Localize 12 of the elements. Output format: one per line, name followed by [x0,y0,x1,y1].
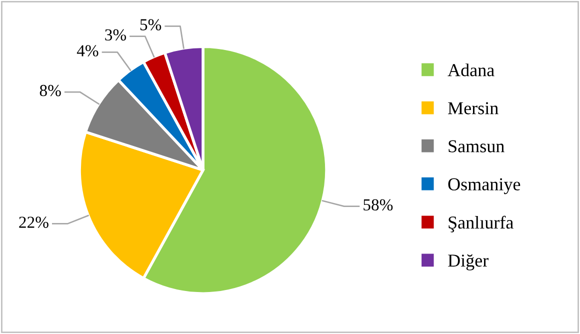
legend-label: Adana [448,64,494,76]
data-label: 8% [40,84,61,96]
legend-label: Mersin [448,102,498,114]
data-label: 58% [364,199,393,211]
legend-label: Diğer [448,254,488,270]
data-label: 5% [140,19,162,30]
legend-label: Osmaniye [448,178,520,194]
data-label: 22% [19,216,48,228]
data-label: 3% [105,29,126,41]
legend-label: Samsun [448,140,504,152]
data-label: 4% [76,45,98,56]
legend-label: Şanlıurfa [448,216,514,232]
